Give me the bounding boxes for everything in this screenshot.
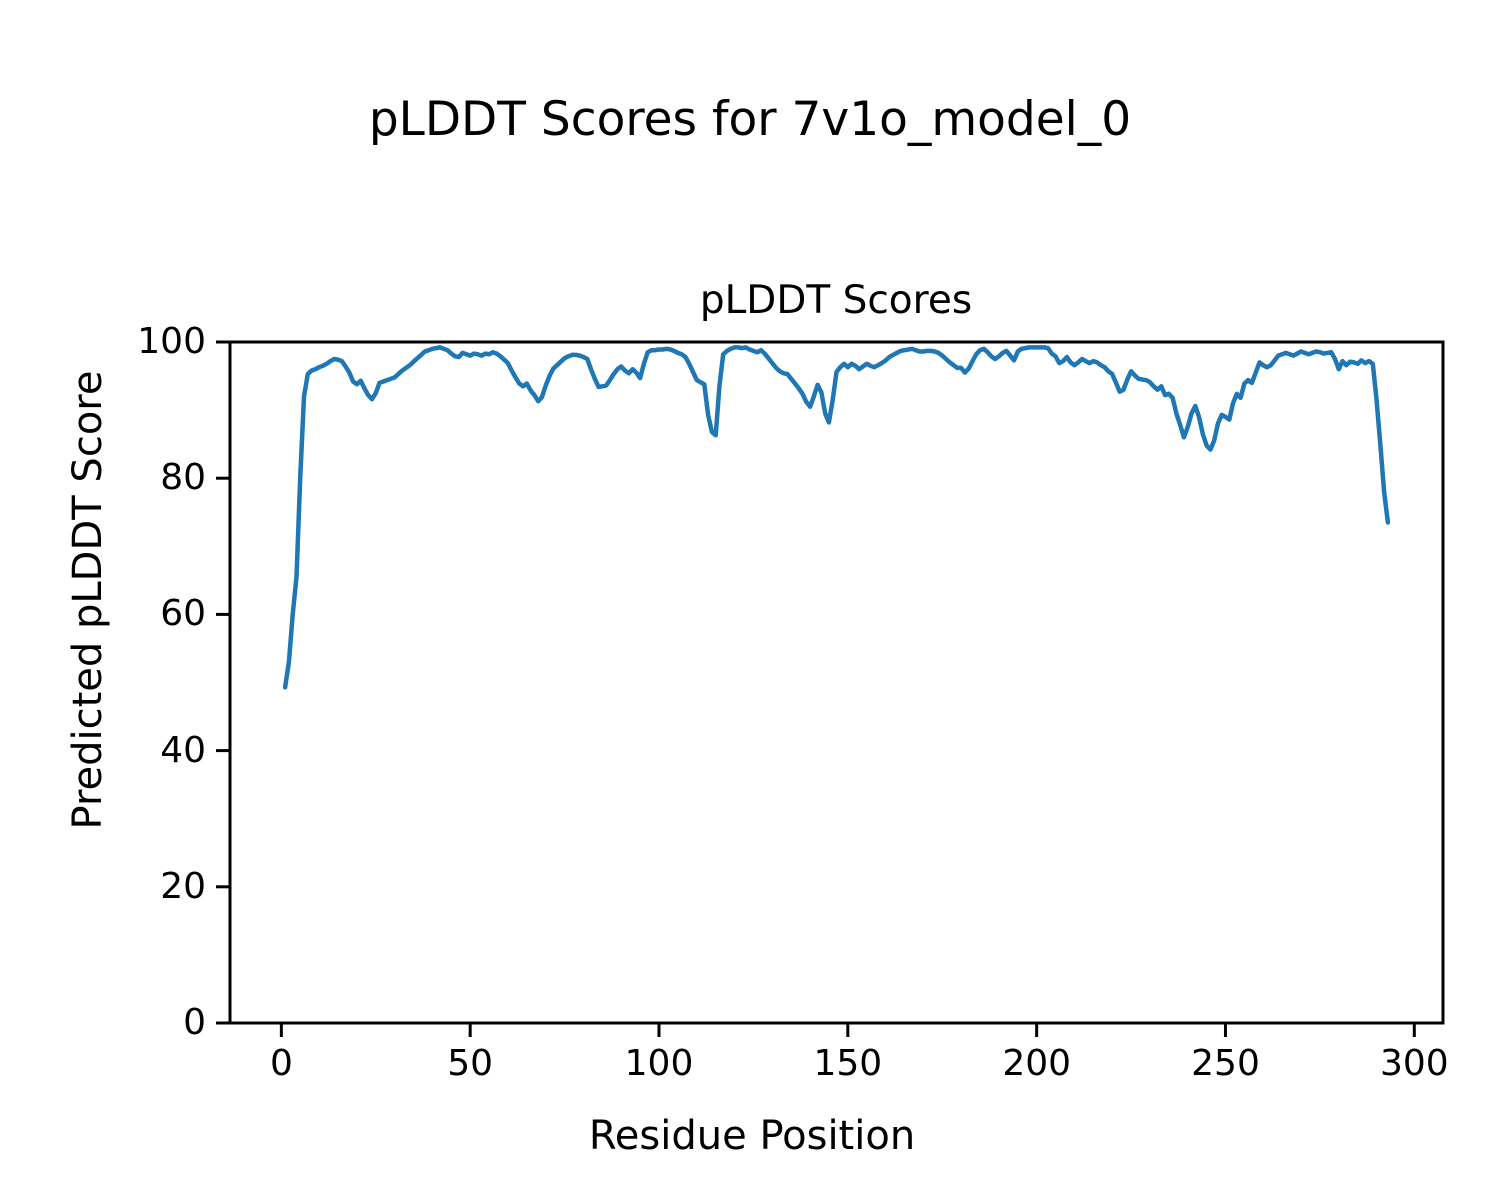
plddt-line-series bbox=[282, 345, 1391, 690]
x-tick-label: 250 bbox=[1191, 1043, 1260, 1084]
y-tick-label: 20 bbox=[160, 865, 206, 907]
x-tick-label: 0 bbox=[269, 1043, 293, 1084]
axes-frame bbox=[228, 340, 1445, 1025]
x-tick-label: 50 bbox=[447, 1043, 494, 1084]
y-tick-label: 0 bbox=[183, 1002, 206, 1043]
x-tick-label: 100 bbox=[624, 1043, 694, 1084]
y-tick-label: 40 bbox=[160, 729, 206, 771]
x-tick-label: 150 bbox=[813, 1043, 883, 1084]
y-tick-label: 80 bbox=[160, 457, 206, 499]
y-tick-label: 60 bbox=[160, 593, 206, 635]
y-axis-label: Predicted pLDDT Score bbox=[65, 370, 111, 830]
axes-title: pLDDT Scores bbox=[699, 278, 973, 323]
x-axis-label: Residue Position bbox=[588, 1113, 916, 1159]
x-tick-label: 300 bbox=[1379, 1043, 1449, 1084]
figure-title: pLDDT Scores for 7v1o_model_0 bbox=[368, 92, 1132, 147]
x-tick-label: 200 bbox=[1002, 1043, 1072, 1084]
axis-ticks bbox=[216, 340, 1416, 1037]
y-tick-label: 100 bbox=[137, 321, 206, 362]
